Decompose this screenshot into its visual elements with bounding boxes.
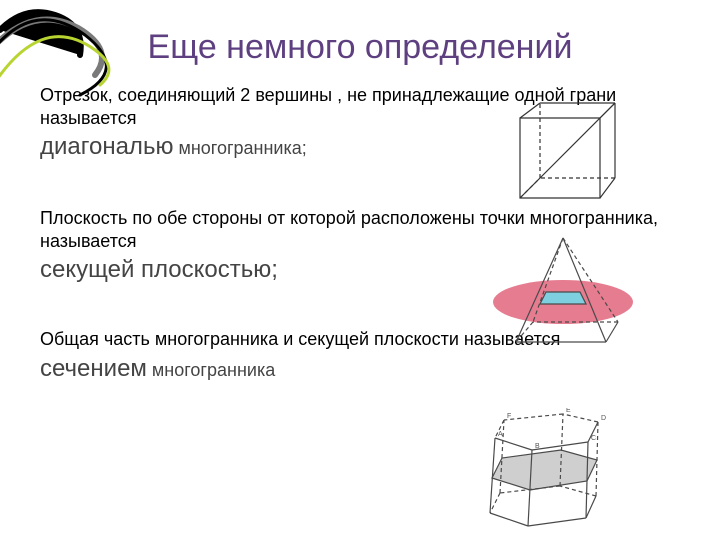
- svg-text:F: F: [507, 413, 511, 420]
- pyramid-figure: [488, 230, 638, 360]
- svg-text:D: D: [601, 415, 606, 422]
- svg-text:E: E: [566, 408, 571, 414]
- svg-text:C: C: [591, 435, 596, 442]
- prism-figure: A B C D E F: [468, 408, 618, 538]
- cube-figure: [500, 88, 620, 208]
- page-title: Еще немного определений: [0, 28, 720, 67]
- svg-text:B: B: [535, 443, 540, 450]
- svg-text:A: A: [498, 431, 503, 438]
